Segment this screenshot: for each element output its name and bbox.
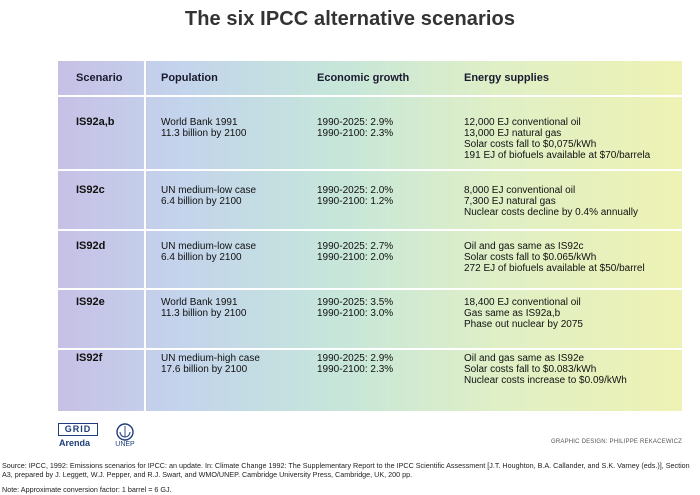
source-citation: Source: IPCC, 1992: Emissions scenarios … — [2, 461, 690, 479]
row-divider — [58, 169, 682, 171]
scenario-name: IS92d — [76, 240, 106, 252]
design-credit: GRAPHIC DESIGN: PHILIPPE REKACEWICZ — [550, 439, 682, 445]
economic-cell: 1990-2025: 3.5% 1990-2100: 3.0% — [317, 297, 394, 319]
energy-cell: 18,400 EJ conventional oil Gas same as I… — [464, 297, 583, 330]
row-divider — [58, 229, 682, 231]
page-title: The six IPCC alternative scenarios — [184, 8, 516, 30]
scenario-name: IS92a,b — [76, 116, 115, 128]
row-divider — [58, 288, 682, 290]
unep-logo-text: UNEP — [115, 441, 135, 448]
scenario-name: IS92c — [76, 184, 105, 196]
economic-cell: 1990-2025: 2.9% 1990-2100: 2.3% — [317, 353, 394, 375]
economic-cell: 1990-2025: 2.9% 1990-2100: 2.3% — [317, 117, 394, 139]
header-population: Population — [161, 72, 218, 84]
population-cell: UN medium-high case 17.6 billion by 2100 — [161, 353, 260, 375]
conversion-note: Note: Approximate conversion factor: 1 b… — [2, 485, 172, 494]
header-economic-growth: Economic growth — [317, 72, 410, 84]
scenario-name: IS92e — [76, 296, 105, 308]
energy-cell: 12,000 EJ conventional oil 13,000 EJ nat… — [464, 117, 651, 161]
column-divider — [144, 61, 146, 411]
table-header: Scenario Population Economic growth Ener… — [58, 61, 682, 95]
row-divider — [58, 95, 682, 97]
population-cell: World Bank 1991 11.3 billion by 2100 — [161, 117, 247, 139]
energy-cell: Oil and gas same as IS92e Solar costs fa… — [464, 353, 627, 386]
population-cell: UN medium-low case 6.4 billion by 2100 — [161, 241, 257, 263]
scenario-table: Scenario Population Economic growth Ener… — [58, 61, 682, 411]
grid-arenda-logo: GRID Arenda — [58, 423, 98, 451]
arenda-logo-text: Arenda — [59, 438, 91, 448]
economic-cell: 1990-2025: 2.7% 1990-2100: 2.0% — [317, 241, 394, 263]
grid-logo-text: GRID — [58, 423, 98, 436]
scenario-name: IS92f — [76, 352, 103, 364]
energy-cell: Oil and gas same as IS92c Solar costs fa… — [464, 241, 645, 274]
unep-logo-icon — [116, 423, 134, 441]
header-scenario: Scenario — [76, 72, 123, 84]
header-energy-supplies: Energy supplies — [464, 72, 549, 84]
population-cell: UN medium-low case 6.4 billion by 2100 — [161, 185, 257, 207]
row-divider — [58, 348, 682, 350]
population-cell: World Bank 1991 11.3 billion by 2100 — [161, 297, 247, 319]
economic-cell: 1990-2025: 2.0% 1990-2100: 1.2% — [317, 185, 394, 207]
energy-cell: 8,000 EJ conventional oil 7,300 EJ natur… — [464, 185, 638, 218]
